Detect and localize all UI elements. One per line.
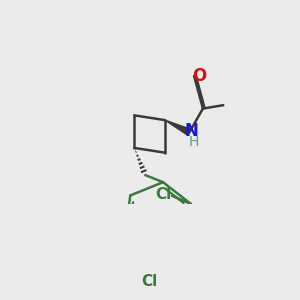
Text: H: H	[188, 135, 199, 149]
Text: Cl: Cl	[142, 274, 158, 290]
Polygon shape	[165, 120, 191, 135]
Text: Cl: Cl	[156, 187, 172, 202]
Text: N: N	[184, 122, 198, 140]
Text: O: O	[192, 67, 207, 85]
